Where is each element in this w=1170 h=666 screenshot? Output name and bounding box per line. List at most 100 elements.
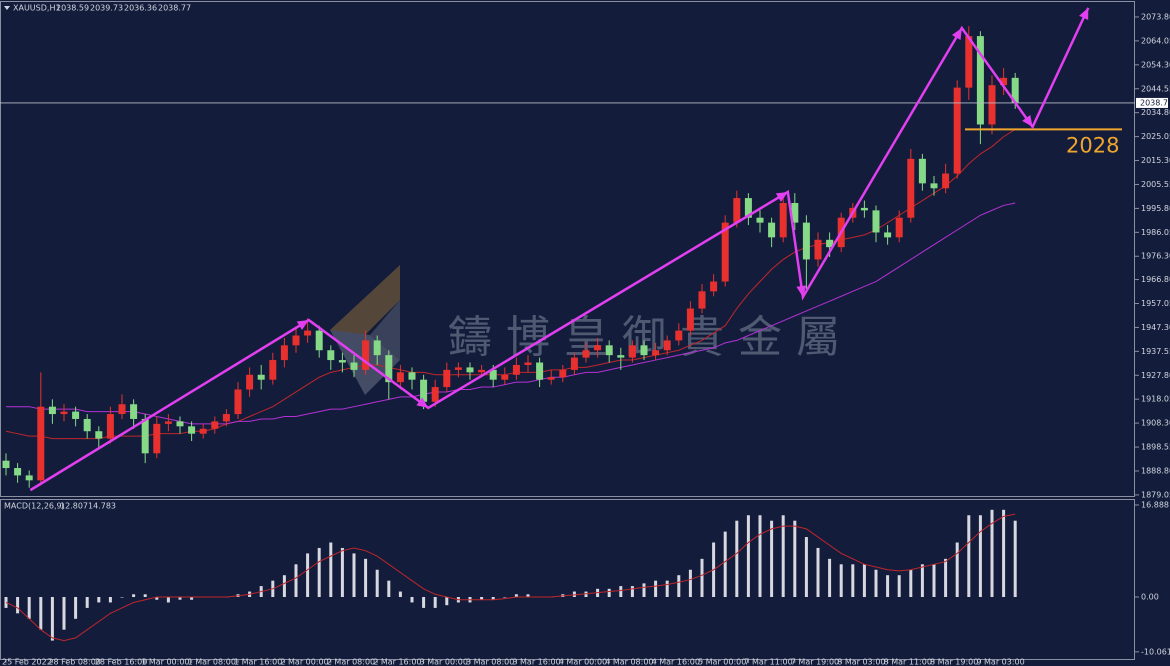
macd-bar: [839, 564, 843, 598]
candle-body: [582, 350, 590, 358]
macd-bar: [920, 564, 924, 598]
macd-bar: [108, 597, 112, 603]
candle-body: [791, 202, 799, 223]
candle-body: [338, 360, 346, 363]
candle-body: [512, 364, 520, 375]
candle-body: [385, 355, 393, 383]
candle-body: [48, 406, 56, 415]
macd-bar: [630, 586, 634, 598]
candle-body: [164, 421, 172, 424]
candle-body: [304, 330, 312, 336]
candle-body: [153, 423, 161, 454]
candle-body: [257, 374, 265, 380]
macd-bar: [770, 520, 774, 598]
arrow-head: [416, 397, 429, 408]
main-panel: [0, 1, 1135, 497]
candle-body: [2, 460, 10, 469]
arrow-head: [296, 320, 309, 331]
y-tick-label: 1908.30: [1141, 419, 1170, 428]
candle-body: [489, 369, 497, 380]
moving-average: [6, 202, 1016, 425]
candle-body: [721, 222, 729, 282]
macd-bar: [874, 569, 878, 598]
x-tick-label: 2 Mar 08:00: [327, 658, 375, 666]
candle-body: [965, 36, 973, 88]
x-tick-label: 3 Mar 00:00: [420, 658, 468, 666]
chart-title: XAUUSD,H1: [13, 4, 61, 13]
y-tick-label: 1947.30: [1141, 323, 1170, 332]
x-tick-label: 1 Mar 16:00: [234, 658, 282, 666]
macd-bar: [978, 515, 982, 598]
macd-bar: [120, 597, 124, 598]
x-tick-label: 25 Feb 2022: [2, 658, 52, 666]
x-tick-label: 28 Feb 16:00: [95, 658, 147, 666]
header-value: 2038.77: [158, 4, 191, 13]
candle-body: [246, 374, 254, 390]
macd-panel: [0, 499, 1135, 660]
x-tick-label: 2 Mar 00:00: [280, 658, 328, 666]
macd-bar: [793, 520, 797, 598]
macd-bar: [294, 564, 298, 598]
candle-body: [559, 369, 567, 378]
candle-body: [14, 468, 22, 476]
macd-bar: [886, 575, 890, 598]
candle-body: [547, 377, 555, 380]
x-tick-label: 8 Mar 11:00: [884, 658, 932, 666]
macd-bar: [1013, 520, 1017, 598]
arrow-head: [775, 191, 788, 202]
candle-body: [744, 198, 752, 218]
macd-bar: [584, 591, 588, 598]
signal-line: [5, 513, 1016, 642]
macd-bar: [619, 586, 623, 598]
moving-average: [5, 128, 1016, 440]
x-tick-label: 7 Mar 11:00: [744, 658, 792, 666]
arrow-head: [1079, 7, 1089, 20]
watermark-text: 鑄博皇御貴金屬: [448, 312, 854, 363]
logo-shape: [330, 265, 400, 340]
x-tick-label: 4 Mar 00:00: [559, 658, 607, 666]
candle-body: [106, 414, 114, 439]
candle-body: [675, 330, 683, 341]
y-tick-label: 2073.80: [1141, 12, 1170, 21]
macd-bar: [282, 575, 286, 598]
macd-bar: [50, 597, 54, 641]
macd-bar: [352, 553, 356, 598]
support-label: 2028: [1066, 133, 1119, 157]
candle-body: [211, 421, 219, 429]
candle-body: [315, 330, 323, 351]
candle-body: [988, 85, 996, 125]
x-tick-label: 1 Mar 08:00: [188, 658, 236, 666]
arrow-head: [951, 28, 962, 41]
macd-bar: [364, 558, 368, 598]
macd-bar: [178, 597, 182, 600]
macd-bar: [340, 547, 344, 598]
macd-bar: [955, 542, 959, 598]
macd-title: MACD(12,26,9): [4, 502, 65, 511]
candle-body: [686, 308, 694, 331]
macd-bar: [410, 597, 414, 603]
macd-bar: [85, 597, 89, 608]
candle-body: [222, 414, 230, 422]
candle-body: [443, 369, 451, 388]
candle-body: [396, 372, 404, 383]
candle-body: [605, 345, 613, 356]
y-tick-label: 16.888: [1141, 500, 1169, 509]
macd-bar: [132, 594, 136, 598]
candle-body: [431, 387, 439, 402]
candle-body: [188, 426, 196, 434]
candle-body: [234, 389, 242, 415]
y-tick-label: 2034.80: [1141, 108, 1170, 117]
y-tick-label: 2005.55: [1141, 180, 1170, 189]
macd-bar: [27, 597, 31, 619]
macd-bar: [387, 580, 391, 598]
y-tick-label: 1927.80: [1141, 371, 1170, 380]
candle-body: [756, 217, 764, 223]
macd-bar: [654, 580, 658, 598]
y-tick-label: 1918.05: [1141, 395, 1170, 404]
macd-bar: [503, 597, 507, 598]
macd-bar: [828, 558, 832, 598]
candle-body: [628, 345, 636, 358]
x-tick-label: 2 Mar 16:00: [373, 658, 421, 666]
candle-body: [1000, 77, 1008, 86]
